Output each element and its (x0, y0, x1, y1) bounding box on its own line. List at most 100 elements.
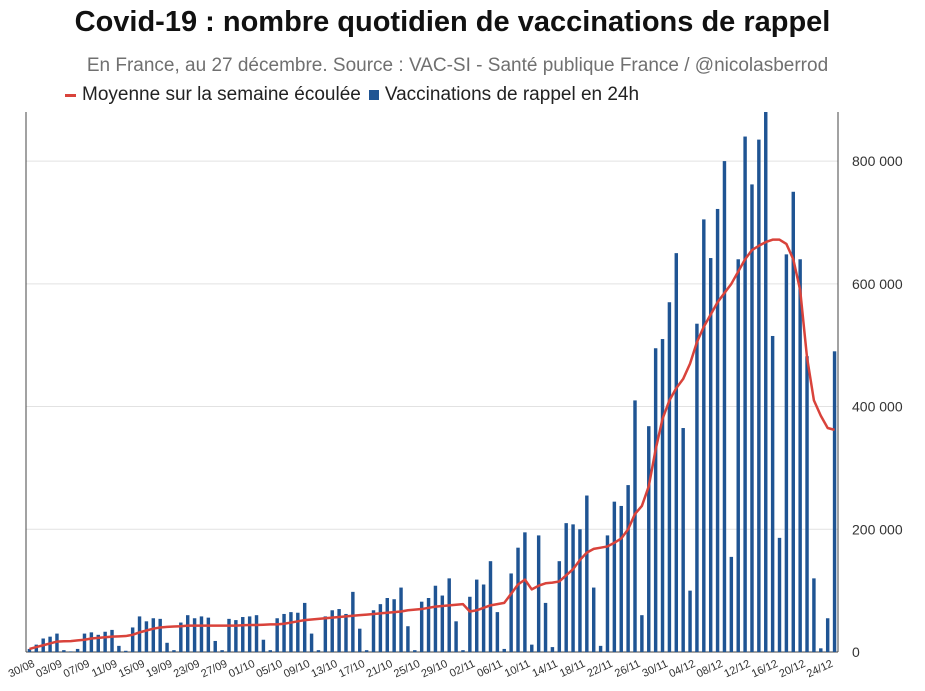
bar (722, 161, 727, 652)
bar (103, 631, 107, 652)
bar (571, 524, 575, 652)
bar (282, 613, 286, 652)
bar (27, 648, 32, 652)
x-tick-label: 05/10 (254, 658, 284, 681)
bar (495, 612, 500, 652)
bar (165, 642, 169, 652)
bar (461, 650, 465, 652)
legend-label-daily: Vaccinations de rappel en 24h (384, 84, 640, 105)
bar (750, 184, 754, 652)
bar (612, 501, 617, 652)
bar (268, 650, 273, 652)
bar (406, 626, 410, 652)
bar (399, 587, 403, 652)
bar (234, 620, 238, 652)
bar (757, 139, 761, 652)
bar (261, 639, 266, 652)
bar (468, 596, 472, 652)
bar (158, 618, 162, 652)
bar (75, 648, 80, 652)
bar (605, 535, 610, 652)
x-tick-label: 24/12 (805, 658, 835, 681)
bar (825, 618, 830, 652)
bar (784, 254, 789, 652)
x-tick-label: 30/08 (7, 658, 37, 681)
x-tick-label: 10/11 (503, 658, 532, 680)
bar (536, 535, 541, 652)
chart-legend: Moyenne sur la semaine écoulée Vaccinati… (65, 84, 647, 106)
chart-subtitle: En France, au 27 décembre. Source : VAC-… (86, 55, 829, 76)
x-tick-label: 01/10 (227, 658, 257, 681)
bar (227, 618, 231, 652)
bar (454, 621, 458, 652)
bar (626, 485, 630, 652)
x-tick-label: 13/10 (309, 658, 339, 681)
bar (110, 629, 114, 652)
bar (715, 208, 720, 653)
series-line-average (29, 238, 835, 651)
x-tick-label: 25/10 (392, 658, 422, 681)
legend-line-swatch (65, 93, 76, 97)
bar (447, 578, 451, 652)
bar (241, 617, 245, 652)
bar (364, 650, 369, 652)
x-tick-label: 06/11 (475, 658, 504, 680)
bar (378, 604, 383, 652)
bar (777, 537, 782, 652)
bar (124, 650, 128, 652)
bar (413, 650, 417, 652)
bar (564, 523, 568, 652)
bar (509, 573, 513, 652)
bar (199, 616, 204, 652)
bar (302, 602, 307, 652)
x-tick-label: 27/09 (199, 658, 229, 681)
x-tick-label: 03/09 (34, 658, 64, 681)
bar (633, 400, 637, 652)
bar (653, 348, 658, 652)
y-tick-label: 400 000 (852, 399, 903, 415)
bar (130, 627, 135, 652)
bar (543, 602, 548, 652)
x-tick-label: 15/09 (117, 658, 147, 681)
legend-item-daily: Vaccinations de rappel en 24h (368, 84, 640, 106)
bar (798, 259, 802, 652)
bar (172, 650, 176, 652)
bar (475, 579, 479, 652)
bar (805, 356, 809, 652)
bar (96, 634, 100, 652)
bar (69, 651, 73, 652)
bar (530, 644, 534, 652)
x-tick-label: 11/09 (90, 658, 119, 680)
bar (62, 650, 66, 652)
y-tick-label: 800 000 (852, 153, 903, 169)
legend-bar-swatch (368, 90, 379, 100)
bar (819, 648, 823, 652)
bar (695, 323, 699, 652)
x-tick-label: 08/12 (695, 658, 725, 681)
bar (385, 598, 389, 652)
x-tick-label: 16/12 (750, 658, 780, 681)
x-tick-label: 29/10 (420, 658, 450, 681)
bar (708, 258, 713, 652)
y-tick-label: 0 (852, 644, 860, 660)
bar (426, 598, 431, 652)
x-tick-label: 26/11 (613, 658, 642, 680)
bar (660, 339, 665, 652)
bar (647, 426, 651, 652)
bar (812, 578, 816, 652)
bar (254, 615, 259, 652)
bar (185, 615, 190, 652)
x-tick-label: 19/09 (144, 658, 174, 681)
legend-label-average: Moyenne sur la semaine écoulée (82, 84, 361, 105)
bar (296, 612, 300, 652)
bar (598, 645, 603, 652)
bar (440, 595, 445, 652)
x-tick-label: 17/10 (337, 658, 367, 681)
chart-title: Covid-19 : nombre quotidien de vaccinati… (74, 6, 831, 38)
bar (89, 632, 94, 652)
y-tick-label: 200 000 (852, 521, 903, 537)
bar (591, 587, 596, 652)
bar (674, 253, 679, 653)
x-tick-label: 21/10 (365, 658, 395, 681)
